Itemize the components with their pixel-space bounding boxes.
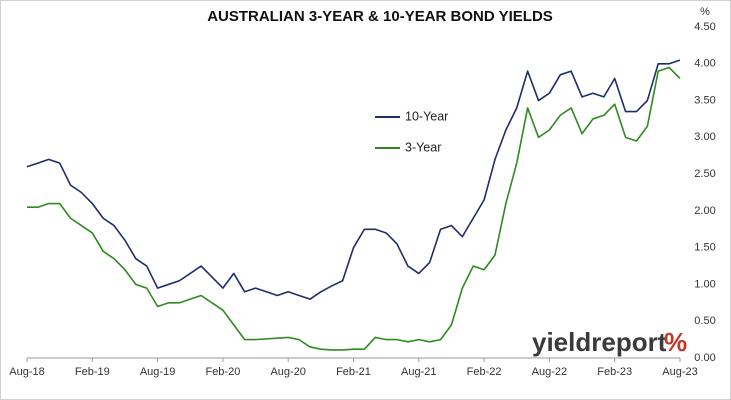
x-tick-label: Aug-23 [662,366,697,378]
y-tick-label: 2.00 [694,205,715,217]
y-tick-label: 1.00 [694,278,715,290]
series-line [27,66,681,351]
legend-label: 10-Year [405,109,448,123]
x-tick-label: Aug-18 [9,366,44,378]
x-tick-label: Feb-23 [597,366,632,378]
y-tick-label: 1.50 [694,242,715,254]
x-tick-label: Feb-19 [75,366,110,378]
x-tick-label: Aug-20 [270,366,305,378]
y-tick-label: 4.00 [694,58,715,70]
logo-symbol: % [664,327,687,357]
series-line [26,59,681,300]
y-tick-label: 3.50 [694,94,715,106]
x-tick-label: Feb-20 [205,366,240,378]
logo-text: yieldreport [532,327,667,357]
legend-label: 3-Year [405,140,441,154]
x-tick-label: Aug-22 [532,366,567,378]
x-tick-label: Aug-19 [140,366,175,378]
x-tick-label: Feb-21 [336,366,371,378]
chart-title: AUSTRALIAN 3-YEAR & 10-YEAR BOND YIELDS [207,8,553,25]
y-unit: % [700,6,710,18]
y-tick-label: 4.50 [694,21,715,33]
y-tick-label: 3.00 [694,131,715,143]
y-tick-label: 2.50 [694,168,715,180]
x-tick-label: Aug-21 [401,366,436,378]
y-tick-label: 0.00 [694,352,715,364]
x-tick-label: Feb-22 [467,366,502,378]
y-tick-label: 0.50 [694,315,715,327]
